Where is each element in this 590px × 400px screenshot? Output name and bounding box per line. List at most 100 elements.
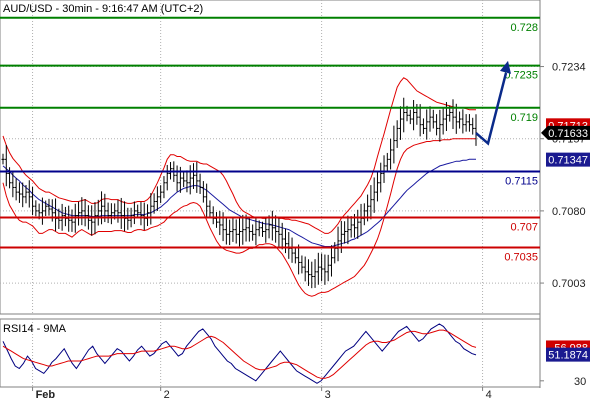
price-bar — [418, 104, 422, 137]
badge-label: 51.1874 — [548, 350, 588, 362]
price-bar — [425, 109, 429, 140]
price-bar — [431, 109, 435, 129]
price-bar — [408, 109, 412, 125]
badge-label: 0.71633 — [548, 128, 588, 140]
price-bar — [398, 106, 402, 140]
price-bar — [267, 215, 271, 239]
price-bar — [195, 161, 199, 193]
price-bar — [21, 182, 25, 208]
level-label: 0.707 — [510, 221, 538, 233]
price-bar — [412, 99, 416, 131]
price-bar — [310, 261, 314, 289]
chart-title: AUD/USD - 30min - 9:16:47 AM (UTC+2) — [3, 3, 203, 15]
price-bar — [182, 171, 186, 188]
price-bar — [467, 114, 471, 132]
price-bar — [208, 200, 212, 218]
time-axis-labels: Feb 2 3 4 — [32, 387, 492, 400]
price-bar — [303, 256, 307, 282]
price-bar — [435, 114, 439, 136]
price-bar — [343, 221, 347, 244]
price-bar — [247, 216, 251, 242]
price-bar — [280, 222, 284, 250]
price-bar — [461, 109, 465, 134]
price-bar — [228, 219, 232, 246]
price-bar — [385, 152, 389, 172]
price-bar — [132, 201, 136, 225]
badge-box — [541, 125, 590, 140]
badge-label: 0.71347 — [548, 155, 588, 167]
price-bar — [201, 181, 205, 203]
price-bar — [34, 200, 38, 217]
level-label: 0.7115 — [505, 176, 538, 188]
price-bar — [389, 138, 393, 170]
price-bar — [234, 219, 238, 244]
support-resistance-levels: 0.728 0.7235 0.719 0.7115 0.707 0.7035 — [0, 16, 540, 263]
price-bar — [70, 209, 74, 232]
price-bar — [395, 120, 399, 148]
price-bar — [329, 245, 333, 277]
price-bar — [257, 220, 261, 237]
price-bar — [106, 202, 110, 224]
price-bar — [155, 186, 159, 211]
price-bar — [96, 199, 100, 226]
level-label: 0.719 — [510, 112, 538, 124]
price-bar — [17, 182, 21, 203]
price-axis-label: 0.7003 — [552, 278, 586, 290]
price-bar — [251, 224, 255, 241]
price-bar — [224, 218, 228, 245]
price-bar — [382, 155, 386, 183]
price-bar — [421, 118, 425, 135]
price-bar — [241, 214, 245, 245]
price-bar — [283, 228, 287, 254]
price-bar — [47, 198, 51, 216]
price-bar — [90, 205, 94, 236]
price-bar — [83, 198, 87, 227]
price-badge: 0.71347 — [546, 152, 590, 167]
price-axis-label: 0.7234 — [552, 62, 586, 74]
price-bar — [165, 164, 169, 191]
price-bar — [274, 215, 278, 243]
price-bar — [320, 253, 324, 282]
price-bar — [471, 117, 475, 135]
rsi-panel-frame — [0, 318, 541, 388]
time-axis-label: Feb — [36, 389, 56, 400]
price-bar — [31, 186, 35, 216]
price-bar — [264, 217, 268, 243]
price-bar — [372, 177, 376, 213]
price-bar — [379, 162, 383, 193]
price-axis-label: 0.7080 — [552, 206, 586, 218]
price-bar — [80, 197, 84, 226]
forecast-arrow-head — [500, 60, 511, 74]
price-bar — [356, 209, 360, 239]
level-label: 0.728 — [510, 22, 538, 34]
price-bar — [100, 191, 104, 225]
price-bar — [77, 201, 81, 226]
price-bar — [402, 97, 406, 133]
forecast-arrow — [475, 60, 511, 146]
rsi-title: RSI14 - 9MA — [3, 323, 67, 335]
price-bar — [306, 259, 310, 286]
rsi-axis-label: 30 — [574, 376, 586, 388]
rsi-axis-labels: 3056.98851.1874 — [540, 340, 590, 388]
price-bar — [11, 171, 15, 198]
badge-box — [546, 152, 590, 167]
price-bar — [218, 210, 222, 236]
price-bar — [277, 217, 281, 248]
price-bar — [270, 210, 274, 241]
price-bar — [40, 197, 44, 225]
price-bar — [159, 185, 163, 204]
time-axis-label: 4 — [486, 389, 492, 400]
price-bar — [244, 214, 248, 242]
level-label: 0.7235 — [504, 70, 538, 82]
price-bar — [293, 246, 297, 264]
price-bar — [205, 183, 209, 219]
price-bar — [326, 254, 330, 282]
price-bar — [300, 255, 304, 274]
price-bar — [198, 173, 202, 194]
price-bar — [44, 200, 48, 216]
rsi-lines — [2, 323, 477, 384]
price-bar — [323, 254, 327, 285]
price-bar — [438, 109, 442, 142]
price-bar — [316, 252, 320, 285]
